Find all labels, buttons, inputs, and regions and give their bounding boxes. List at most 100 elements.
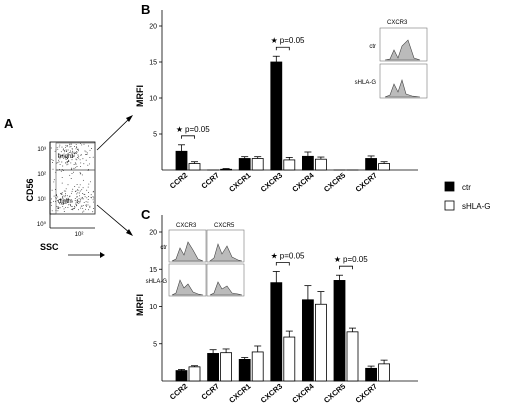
flow-event-dot [76, 204, 78, 206]
flow-event-dot [53, 181, 55, 183]
flow-event-dot [69, 196, 71, 198]
flow-event-dot [88, 192, 89, 193]
flow-event-dot [60, 170, 62, 172]
flow-event-dot [84, 193, 86, 195]
flow-event-dot [86, 152, 88, 154]
flow-event-dot [82, 187, 84, 189]
flow-event-dot [79, 184, 81, 186]
flow-event-dot [65, 188, 67, 190]
inset-c-shlag-histogram-1 [171, 279, 204, 296]
flow-event-dot [59, 155, 61, 157]
flow-event-dot [85, 153, 87, 155]
flow-event-dot [70, 208, 72, 210]
flow-event-dot [53, 179, 55, 181]
y-tick-label: 10 [149, 96, 157, 103]
flow-event-dot [62, 149, 64, 151]
flow-event-dot [55, 194, 57, 195]
flow-event-dot [74, 208, 75, 209]
flow-event-dot [77, 150, 79, 152]
flow-event-dot [88, 196, 90, 198]
category-label: CXCR7 [354, 382, 379, 405]
flow-event-dot [63, 208, 65, 210]
flow-event-dot [78, 198, 80, 200]
panel-c-letter: C [141, 207, 151, 222]
flow-event-dot [68, 160, 70, 162]
flow-event-dot [66, 164, 68, 166]
flow-event-dot [65, 199, 67, 201]
flow-event-dot [71, 152, 73, 154]
inset-c-row-ctr: ctr [160, 245, 167, 251]
flow-event-dot [89, 149, 91, 151]
flow-event-dot [79, 142, 81, 144]
legend-swatch-shlag [444, 200, 455, 211]
flow-event-dot [66, 146, 68, 148]
inset-b-row-ctr: ctr [369, 44, 376, 50]
flow-event-dot [71, 159, 73, 161]
y-tick-label: 20 [149, 24, 157, 31]
flow-event-dot [62, 155, 64, 157]
bar-ccr7-shla-g [220, 168, 233, 171]
flow-event-dot [56, 162, 58, 164]
flow-event-dot [58, 146, 60, 148]
flow-event-dot [80, 153, 82, 155]
flow-event-dot [77, 154, 79, 156]
bar-cxcr7-shla-g [378, 163, 391, 171]
legend-label-ctr: ctr [462, 183, 471, 192]
panel-b-annotations: ★ p=0.05★ p=0.05 [176, 36, 305, 139]
flow-ytick-1: 10³ [37, 147, 46, 153]
flow-event-dot [60, 192, 62, 194]
flow-event-dot [65, 193, 66, 195]
flow-event-dot [76, 147, 78, 148]
bar-cxcr4-shla-g [314, 158, 327, 171]
flow-event-dot [62, 165, 64, 167]
flow-event-dot [86, 153, 88, 155]
flow-event-dot [84, 150, 86, 152]
flow-event-dot [77, 202, 79, 204]
flow-event-dot [56, 206, 58, 207]
flow-event-dot [92, 191, 94, 193]
bar-cxcr3-shla-g [283, 159, 296, 171]
flow-event-dot [65, 190, 67, 192]
flow-event-dot [57, 200, 59, 202]
flow-event-dot [62, 154, 64, 156]
flow-event-dot [64, 202, 66, 204]
flow-event-dot [76, 200, 78, 202]
flow-event-dot [55, 171, 57, 173]
flow-event-dot [87, 199, 89, 200]
panel-c-y-label: MRFI [135, 294, 145, 316]
flow-event-dot [89, 206, 91, 208]
flow-event-dot [85, 159, 87, 161]
flow-event-dot [67, 207, 69, 209]
flow-event-dot [82, 207, 84, 209]
bar-cxcr1-ctr [238, 158, 251, 171]
flow-event-dot [75, 158, 77, 160]
flow-event-dot [51, 158, 53, 160]
flow-ytick-2: 10² [37, 172, 46, 178]
flow-event-dot [85, 208, 86, 210]
category-label: CXCR4 [290, 381, 316, 405]
flow-event-dot [77, 188, 79, 190]
inset-c-ctr-histogram-1 [171, 241, 204, 262]
significance-star: ★ [271, 36, 278, 45]
flow-event-dot [82, 204, 84, 206]
flow-event-dot [84, 196, 86, 198]
bar-ccr7-shla-g [220, 352, 233, 382]
flow-event-dot [63, 190, 65, 192]
flow-event-dot [87, 201, 89, 203]
flow-event-dot [69, 151, 71, 153]
flow-event-dot [74, 191, 76, 192]
flow-event-dot [82, 197, 83, 199]
flow-event-dot [73, 153, 75, 155]
flow-event-dot [66, 145, 68, 147]
flow-event-dot [83, 210, 85, 212]
flow-event-dot [61, 161, 63, 163]
flow-event-dot [80, 207, 82, 209]
flow-event-dot [76, 152, 78, 154]
flow-event-dot [92, 199, 94, 201]
flow-event-dot [67, 198, 69, 200]
gate-dimm [55, 169, 96, 215]
flow-event-dot [83, 163, 85, 165]
inset-b-shlag-histogram [384, 78, 421, 98]
flow-event-dot [52, 160, 54, 161]
